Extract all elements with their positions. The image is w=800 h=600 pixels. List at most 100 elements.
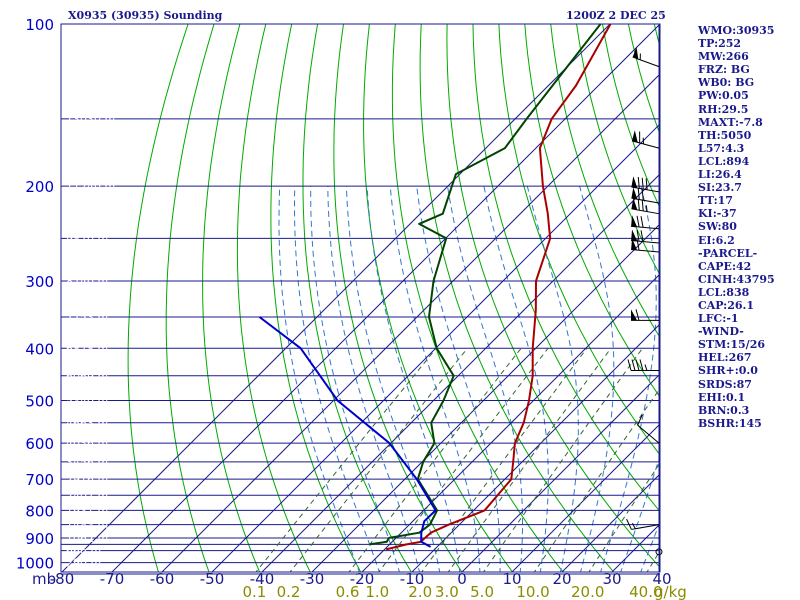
mixing-ratio-tick-label: 1.0 xyxy=(365,583,389,600)
calm-wind-circle xyxy=(655,548,663,556)
dry-adiabat xyxy=(524,24,660,398)
dry-adiabat xyxy=(472,24,660,513)
parcel-path-line xyxy=(258,316,437,548)
barb-pennant xyxy=(631,197,638,210)
isotherm xyxy=(511,423,660,572)
barb-shaft xyxy=(631,524,660,530)
dry-adiabat xyxy=(236,24,311,572)
mixing-ratio-tick-label: 20.0 xyxy=(571,583,604,600)
isotherm xyxy=(461,373,660,572)
sounding-index-item: EI:6.2 xyxy=(698,233,735,247)
height-label: 11240 m xyxy=(66,180,115,193)
wind-barb xyxy=(631,309,659,321)
mixing-ratio-line xyxy=(588,461,660,572)
barb-pennant xyxy=(631,187,638,200)
barb-flag xyxy=(636,215,640,228)
dry-adiabat xyxy=(627,24,660,136)
barb-flag xyxy=(635,359,640,371)
barb-flag xyxy=(636,238,640,251)
sounding-index-item: -PARCEL- xyxy=(698,246,758,260)
height-label: 6878 m xyxy=(66,342,108,355)
wind-barb xyxy=(631,176,660,193)
valid-time: 1200Z 2 DEC 25 xyxy=(566,9,666,22)
height-label: 290 m xyxy=(66,557,101,570)
sounding-index-item: TH:5050 xyxy=(698,128,752,142)
dry-adiabat xyxy=(363,24,514,572)
pressure-tick-label: 500 xyxy=(25,392,54,410)
moist-adiabat xyxy=(327,186,421,572)
barb-half-flag xyxy=(631,522,636,529)
wind-barb xyxy=(655,548,663,556)
isotherm xyxy=(311,223,660,572)
barb-shaft xyxy=(631,186,660,193)
sounding-index-item: TT:17 xyxy=(698,194,733,208)
barb-flag xyxy=(640,230,644,242)
barb-shaft xyxy=(631,249,660,253)
mixing-ratio-tick-label: 0.1 xyxy=(243,583,267,600)
mixing-ratio-line xyxy=(482,348,643,572)
mixing-ratio-line xyxy=(378,347,549,572)
moist-adiabat xyxy=(620,454,660,572)
sounding-index-item: LCL:894 xyxy=(698,154,750,168)
barb-flag xyxy=(626,518,632,530)
dry-adiabat xyxy=(202,24,261,572)
pressure-tick-label: 700 xyxy=(25,471,54,489)
barb-pennant xyxy=(631,130,638,143)
sounding-index-item: BRN:0.3 xyxy=(698,403,750,417)
height-label: 1062 m xyxy=(66,532,108,545)
moist-adiabat xyxy=(483,186,549,572)
barb-flag xyxy=(637,188,640,200)
height-label: 6069 m xyxy=(66,370,108,383)
height-label: 2407 m xyxy=(66,489,108,502)
dry-adiabat xyxy=(446,24,660,569)
height-label: 666 m xyxy=(66,545,101,558)
sounding-index-item: PW:0.05 xyxy=(698,89,749,103)
mixing-ratio-tick-label: 3.0 xyxy=(435,583,459,600)
wind-barbs xyxy=(626,24,663,572)
dry-adiabat xyxy=(333,24,463,572)
moist-adiabat xyxy=(579,185,615,572)
mixing-ratio-unit-label: g/kg xyxy=(654,583,687,600)
barb-shaft xyxy=(631,240,660,244)
temperature-profile-line xyxy=(385,24,612,551)
wind-barb xyxy=(632,46,660,68)
moist-adiabat xyxy=(600,185,657,572)
temperature-tick-label: -80 xyxy=(50,570,75,588)
mixing-ratio-tick-label: 0.6 xyxy=(336,583,360,600)
moist-adiabat xyxy=(416,186,501,572)
pressure-tick-label: 900 xyxy=(25,530,54,548)
isotherm xyxy=(211,123,660,572)
barb-half-flag xyxy=(645,205,648,212)
height-label: 1931 m xyxy=(66,504,108,517)
dry-adiabat xyxy=(302,24,412,572)
height-label: 4663 m xyxy=(66,417,108,430)
wind-barb xyxy=(631,215,660,230)
barb-shaft xyxy=(631,225,660,230)
sounding-index-item: LI:26.4 xyxy=(698,168,742,182)
sounding-index-item: TP:252 xyxy=(698,37,742,51)
isobar-grid xyxy=(61,23,660,575)
temperature-tick-label: 30 xyxy=(602,570,621,588)
temperature-tick-label: 40 xyxy=(652,570,671,588)
temperature-tick-label: -30 xyxy=(300,570,325,588)
barb-flag xyxy=(637,177,640,189)
barb-pennant xyxy=(631,238,638,251)
pressure-tick-label: 300 xyxy=(25,273,54,291)
barb-shaft xyxy=(631,208,660,215)
mixing-ratio-tick-label: 10.0 xyxy=(516,583,549,600)
height-label: 9870 m xyxy=(66,232,108,245)
barb-flag xyxy=(640,216,644,228)
sounding-index-item: CINH:43795 xyxy=(698,272,775,286)
moist-adiabat xyxy=(366,186,461,572)
moist-adiabat xyxy=(447,186,523,572)
barb-flag xyxy=(637,198,640,211)
wind-barb xyxy=(631,197,660,215)
pressure-tick-label: 600 xyxy=(25,435,54,453)
barb-flag xyxy=(641,188,644,201)
sounding-index-item: SRDS:87 xyxy=(698,377,752,391)
height-label: 8740 m xyxy=(66,275,108,288)
sounding-index-item: BSHR:145 xyxy=(698,416,762,430)
isotherm xyxy=(561,473,660,572)
temperature-tick-label: 0 xyxy=(457,570,467,588)
height-label: 4036 m xyxy=(66,437,108,450)
